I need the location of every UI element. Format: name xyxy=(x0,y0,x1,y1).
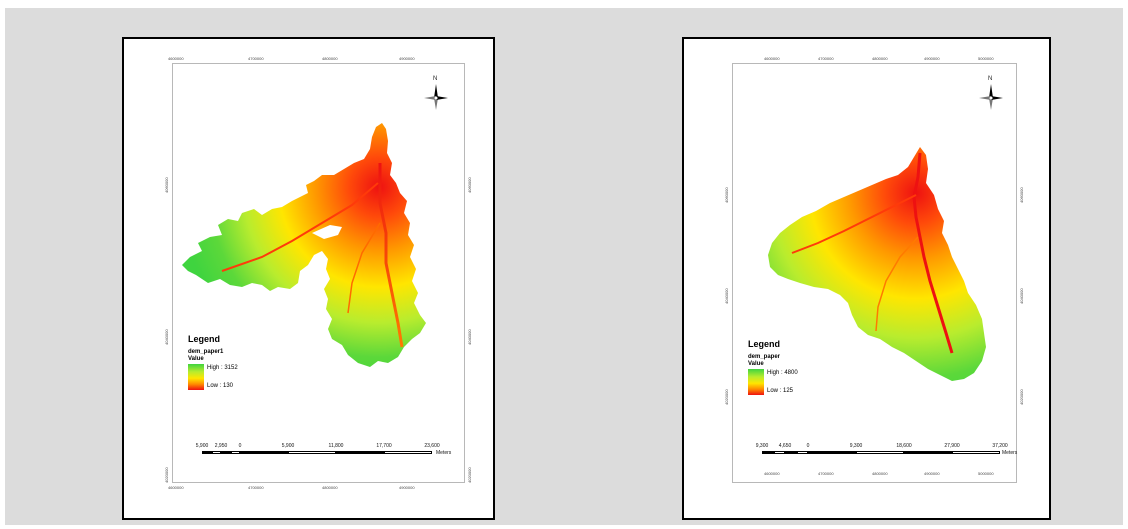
top-tick-label: 4700000 xyxy=(248,56,264,61)
scale-segment xyxy=(797,451,808,454)
north-label: N xyxy=(988,76,993,82)
scale-segment xyxy=(774,451,785,454)
left-tick-label: 4060000 xyxy=(724,187,729,203)
legend-layer-name: dem_paper1 xyxy=(188,349,224,355)
scale-segment xyxy=(288,451,336,454)
right-tick-label: 4060000 xyxy=(1019,187,1024,203)
map-frame xyxy=(732,63,1017,483)
legend-layer-name: dem_paper xyxy=(748,354,781,360)
scale-label: 5,900 xyxy=(281,443,295,449)
scale-label: 9,300 xyxy=(849,443,863,449)
scale-label: 23,600 xyxy=(424,443,440,449)
bottom-tick-label: 4600000 xyxy=(764,471,780,476)
legend: Legend dem_paper1 Value High : 3152 Low … xyxy=(188,334,238,390)
north-arrow-icon: N xyxy=(421,76,451,112)
top-tick-label: 4600000 xyxy=(168,56,184,61)
legend-low-value: Low : 125 xyxy=(767,388,794,394)
scale-segment xyxy=(240,451,288,454)
left-tick-label: 4040000 xyxy=(724,288,729,304)
scale-label: 27,900 xyxy=(944,443,960,449)
legend-value-label: Value xyxy=(748,361,764,367)
scale-label: 17,700 xyxy=(376,443,392,449)
legend-high-value: High : 4800 xyxy=(767,370,798,376)
right-tick-label: 4040000 xyxy=(467,329,472,345)
map-panel-dem-paper1: 4600000 4700000 4800000 4900000 4600000 … xyxy=(122,37,495,520)
scale-segment xyxy=(384,451,432,454)
scale-label: 9,300 xyxy=(755,443,769,449)
scale-segment xyxy=(904,451,952,454)
top-tick-label: 4800000 xyxy=(872,56,888,61)
north-label: N xyxy=(433,76,438,82)
top-tick-label: 4900000 xyxy=(399,56,415,61)
left-tick-label: 4020000 xyxy=(164,467,169,483)
legend-title: Legend xyxy=(188,334,221,344)
bottom-tick-label: 4800000 xyxy=(322,485,338,490)
scale-segment xyxy=(231,451,240,454)
legend: Legend dem_paper Value High : 4800 Low :… xyxy=(748,339,798,395)
right-tick-label: 4020000 xyxy=(1019,389,1024,405)
scale-segment xyxy=(202,451,212,454)
left-tick-label: 4040000 xyxy=(164,329,169,345)
legend-high-value: High : 3152 xyxy=(207,365,238,371)
right-tick-label: 4060000 xyxy=(467,177,472,193)
scale-segment xyxy=(212,451,221,454)
scale-label: 11,800 xyxy=(328,443,344,449)
color-ramp-swatch xyxy=(748,369,764,395)
bottom-tick-label: 5000000 xyxy=(978,471,994,476)
map-panel-dem-paper: 4600000 4700000 4800000 4900000 5000000 … xyxy=(682,37,1051,520)
scale-segment xyxy=(808,451,856,454)
legend-low-value: Low : 130 xyxy=(207,383,234,389)
scale-segment xyxy=(221,451,231,454)
scale-segment xyxy=(856,451,904,454)
figure-background: 4600000 4700000 4800000 4900000 4600000 … xyxy=(5,8,1123,525)
bottom-tick-label: 4600000 xyxy=(168,485,184,490)
scale-segment xyxy=(336,451,384,454)
bottom-tick-label: 4900000 xyxy=(924,471,940,476)
bottom-tick-label: 4700000 xyxy=(248,485,264,490)
north-arrow-icon: N xyxy=(976,76,1006,112)
elevation-map-dem-paper1 xyxy=(182,123,426,367)
scale-label: 4,650 xyxy=(778,443,792,449)
top-tick-label: 5000000 xyxy=(978,56,994,61)
scale-bar: 5,900 2,950 0 5,900 11,800 17,700 23,600… xyxy=(196,443,472,463)
bottom-tick-label: 4800000 xyxy=(872,471,888,476)
scale-label: 0 xyxy=(806,443,810,449)
legend-title: Legend xyxy=(748,339,781,349)
top-tick-label: 4800000 xyxy=(322,56,338,61)
right-tick-label: 4020000 xyxy=(467,467,472,483)
bottom-tick-label: 4700000 xyxy=(818,471,834,476)
scale-segment xyxy=(785,451,797,454)
scale-segment xyxy=(762,451,774,454)
right-tick-label: 4040000 xyxy=(1019,288,1024,304)
legend-color-ramp: High : 3152 Low : 130 xyxy=(188,364,238,390)
scale-unit: Meters xyxy=(436,450,452,456)
color-ramp-swatch xyxy=(188,364,204,390)
left-tick-label: 4060000 xyxy=(164,177,169,193)
legend-value-label: Value xyxy=(188,356,204,362)
scale-bar: 9,300 4,650 0 9,300 18,600 27,900 37,200… xyxy=(756,443,1042,463)
top-tick-label: 4700000 xyxy=(818,56,834,61)
scale-label: 18,600 xyxy=(896,443,912,449)
bottom-tick-label: 4900000 xyxy=(399,485,415,490)
top-tick-label: 4900000 xyxy=(924,56,940,61)
map-frame xyxy=(172,63,465,483)
elevation-map-dem-paper xyxy=(768,147,986,381)
scale-unit: Meters xyxy=(1002,450,1018,456)
legend-color-ramp: High : 4800 Low : 125 xyxy=(748,369,798,395)
scale-label: 5,900 xyxy=(195,443,209,449)
scale-label: 0 xyxy=(238,443,242,449)
left-tick-label: 4020000 xyxy=(724,389,729,405)
top-tick-label: 4600000 xyxy=(764,56,780,61)
scale-label: 37,200 xyxy=(992,443,1008,449)
scale-label: 2,950 xyxy=(214,443,228,449)
scale-segment xyxy=(952,451,1000,454)
